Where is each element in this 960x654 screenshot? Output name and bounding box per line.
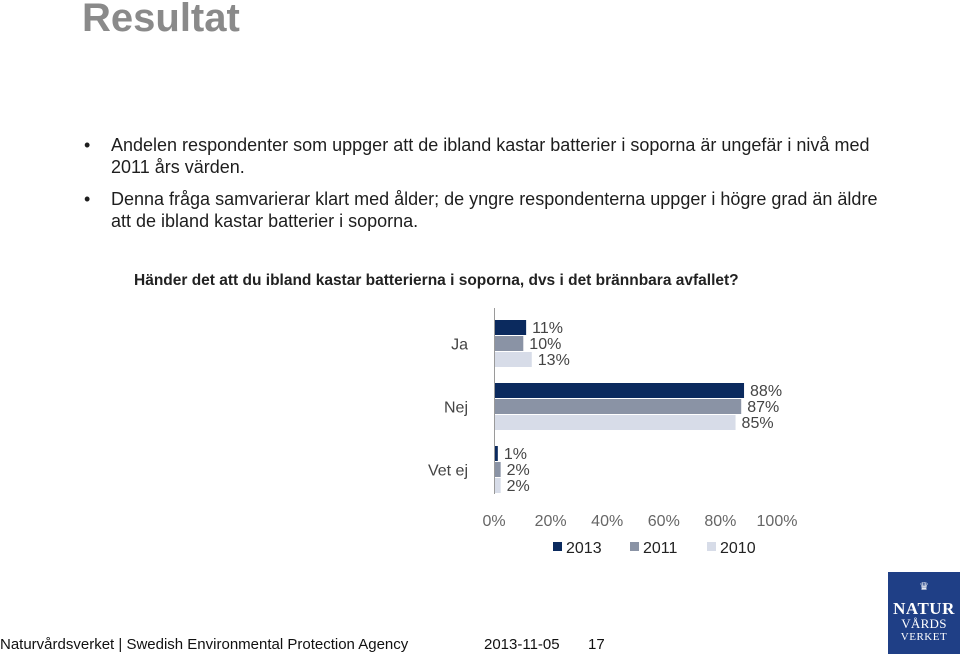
bar-2011 <box>495 399 742 414</box>
data-label: 10% <box>529 336 561 353</box>
footer-date: 2013-11-05 <box>484 636 560 653</box>
bar-2013 <box>495 320 527 335</box>
category-label: Nej <box>444 400 468 417</box>
bar-2010 <box>495 352 532 367</box>
legend-swatch-2011 <box>630 542 639 551</box>
x-tick-label: 40% <box>591 513 623 530</box>
legend-label: 2010 <box>720 540 756 557</box>
bar-2010 <box>495 478 501 493</box>
data-label: 13% <box>538 352 570 369</box>
footer-org: Naturvårdsverket | Swedish Environmental… <box>0 636 409 653</box>
data-label: 2% <box>507 462 530 479</box>
footer-page-number: 17 <box>588 636 605 653</box>
naturvardsverket-logo: ♛ NATUR VÅRDS VERKET <box>888 572 960 654</box>
chart-title: Händer det att du ibland kastar batterie… <box>134 272 739 289</box>
bullet-text: Denna fråga samvarierar klart med ålder;… <box>111 189 878 231</box>
x-tick-label: 80% <box>704 513 736 530</box>
x-tick-label: 100% <box>757 513 798 530</box>
bullet-dot: • <box>84 189 91 209</box>
legend-label: 2011 <box>643 540 678 557</box>
x-tick-label: 0% <box>482 513 505 530</box>
bullet-list: • Andelen respondenter som uppger att de… <box>84 134 884 242</box>
data-label: 88% <box>750 383 782 400</box>
bar-2013 <box>495 446 498 461</box>
legend-label: 2013 <box>566 540 602 557</box>
bar-2013 <box>495 383 745 398</box>
bullet-item: • Denna fråga samvarierar klart med ålde… <box>84 188 884 232</box>
category-label: Vet ej <box>428 463 468 480</box>
logo-line-3: VERKET <box>900 631 948 643</box>
crown-icon: ♛ <box>919 581 929 593</box>
data-label: 11% <box>532 320 563 337</box>
bullet-dot: • <box>84 135 91 155</box>
bar-2010 <box>495 415 736 430</box>
data-label: 2% <box>507 478 530 495</box>
x-tick-label: 60% <box>648 513 680 530</box>
x-tick-label: 20% <box>535 513 567 530</box>
legend-swatch-2013 <box>553 542 562 551</box>
logo-line-2: VÅRDS <box>901 616 947 631</box>
legend-swatch-2010 <box>707 542 716 551</box>
bullet-text: Andelen respondenter som uppger att de i… <box>111 135 870 177</box>
page-title: Resultat <box>82 0 240 40</box>
logo-line-1: NATUR <box>893 599 955 618</box>
data-label: 1% <box>504 446 527 463</box>
bar-2011 <box>495 462 501 477</box>
data-label: 87% <box>747 399 779 416</box>
bar-2011 <box>495 336 524 351</box>
category-label: Ja <box>451 337 468 354</box>
data-label: 85% <box>742 415 774 432</box>
bullet-item: • Andelen respondenter som uppger att de… <box>84 134 884 178</box>
